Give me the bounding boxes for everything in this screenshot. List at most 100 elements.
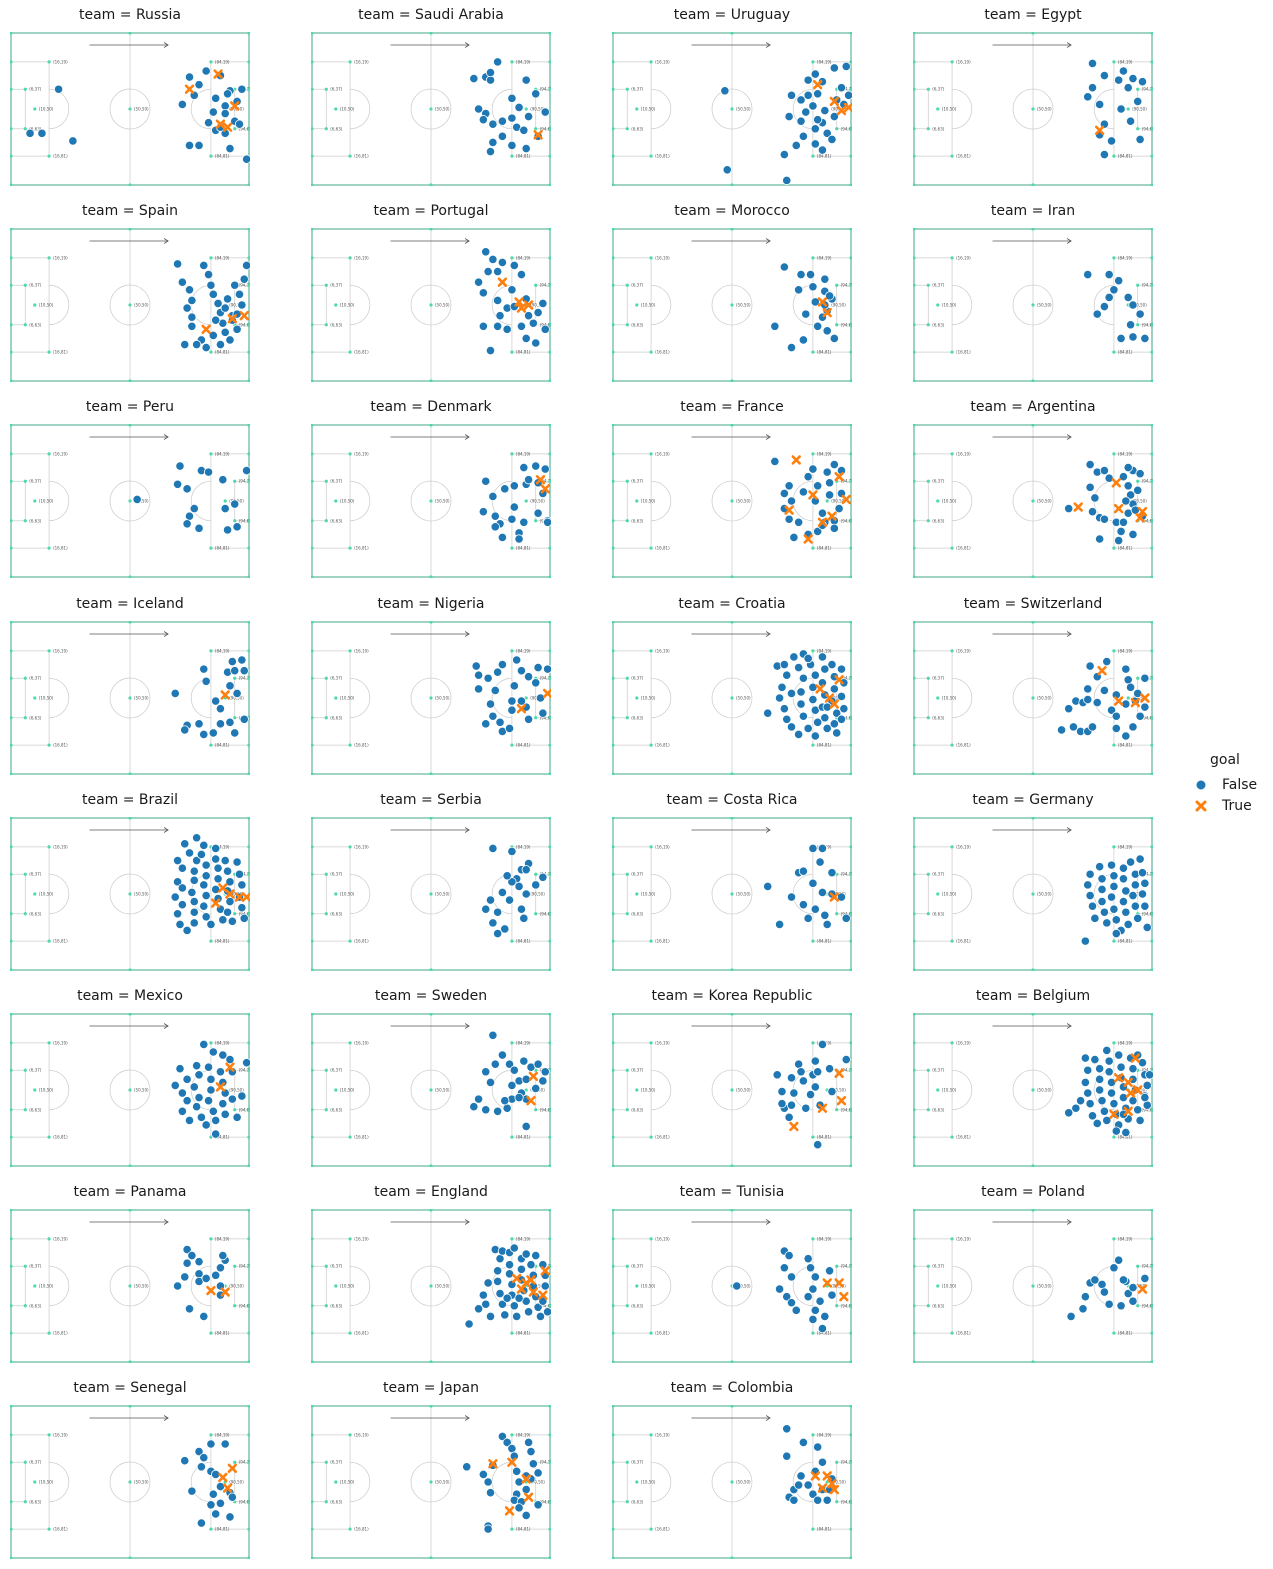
left-six-yard-box — [10, 677, 26, 719]
boundary-point — [849, 1209, 852, 1212]
shot-marker — [177, 277, 187, 287]
shot-marker — [813, 526, 823, 537]
reference-label: (16,19) — [655, 1236, 670, 1241]
shot-marker — [789, 1088, 799, 1098]
shot-marker — [201, 860, 211, 870]
reference-point — [334, 1480, 338, 1484]
reference-point — [1136, 87, 1140, 91]
reference-point — [334, 107, 338, 111]
boundary-point — [10, 1041, 13, 1045]
shot-marker — [182, 1258, 192, 1268]
reference-label: (6,37) — [631, 1460, 643, 1465]
shot-marker — [1085, 1099, 1095, 1109]
reference-label: (16,81) — [655, 1135, 670, 1140]
boundary-point — [247, 379, 250, 382]
boundary-point — [730, 772, 734, 775]
reference-label: (84,19) — [215, 59, 230, 64]
shot-marker — [523, 1307, 534, 1317]
shot-marker — [1128, 529, 1138, 540]
boundary-point — [612, 1433, 615, 1437]
shot-marker — [822, 919, 832, 930]
shot-marker — [1087, 901, 1098, 911]
shot-goal-marker — [1113, 696, 1124, 706]
shot-marker — [543, 1307, 551, 1317]
reference-label: (84,81) — [516, 1331, 531, 1336]
centre-circle — [711, 1069, 753, 1111]
reference-label: (6,37) — [932, 676, 944, 681]
reference-point — [1031, 499, 1035, 503]
shot-marker — [175, 461, 185, 471]
facet-panel: team = Argentina (16,19) (6,37) (10,50) (6,6… — [913, 398, 1153, 588]
reference-label: (84,19) — [215, 648, 230, 653]
shot-marker — [242, 466, 250, 476]
reference-label: (84,81) — [516, 939, 531, 944]
shot-marker — [1116, 526, 1126, 537]
boundary-point — [1150, 968, 1153, 971]
reference-point — [649, 1433, 653, 1437]
reference-point — [625, 1500, 629, 1504]
boundary-point — [913, 379, 916, 382]
shot-marker — [25, 128, 35, 138]
reference-point — [625, 872, 629, 876]
shot-marker — [514, 534, 524, 544]
shot-marker — [803, 472, 813, 482]
boundary-point — [311, 1013, 314, 1016]
boundary-point — [128, 1209, 132, 1212]
reference-point — [324, 479, 328, 483]
boundary-point — [1150, 183, 1153, 186]
shot-marker — [540, 324, 550, 334]
shot-marker — [827, 659, 837, 670]
direction-arrow-head — [464, 827, 470, 833]
shot-marker — [722, 165, 732, 175]
reference-point — [510, 546, 514, 550]
shot-marker — [798, 335, 808, 345]
reference-point — [1031, 107, 1035, 111]
centre-circle — [1012, 284, 1054, 326]
shot-marker — [1118, 66, 1129, 76]
centre-circle — [109, 1265, 151, 1307]
reference-point — [324, 87, 328, 91]
shot-marker — [507, 696, 517, 706]
direction-arrow-head — [765, 1219, 771, 1225]
shot-marker — [225, 1512, 235, 1522]
reference-point — [811, 1135, 815, 1139]
boundary-point — [1031, 772, 1035, 775]
shot-marker — [481, 1067, 491, 1077]
shot-marker — [1123, 292, 1133, 303]
shot-marker — [1085, 890, 1095, 901]
boundary-point — [128, 228, 132, 231]
shot-marker — [227, 916, 237, 926]
direction-arrow-head — [163, 238, 169, 244]
boundary-point — [247, 424, 250, 427]
shot-marker — [1145, 1070, 1153, 1080]
right-penalty-arc — [792, 480, 813, 522]
left-six-yard-box — [612, 88, 628, 130]
boundary-point — [1150, 1304, 1153, 1308]
shot-marker — [784, 1250, 794, 1261]
shot-marker — [521, 865, 531, 875]
shot-marker — [1109, 904, 1119, 914]
boundary-point — [612, 1527, 615, 1531]
reference-label: (16,81) — [956, 350, 971, 355]
shot-marker — [225, 335, 235, 345]
reference-point — [649, 350, 653, 354]
boundary-point — [548, 1460, 551, 1464]
facet-panel: team = Japan (16,19) (6,37) (10,50) (6,63) (1… — [311, 1379, 551, 1569]
boundary-point — [1150, 154, 1153, 158]
left-penalty-arc — [952, 284, 973, 326]
pitch-svg: (16,19)(6,37)(10,50)(6,63)(16,81)(50,50)… — [913, 424, 1153, 578]
shot-marker — [1128, 890, 1138, 901]
reference-point — [811, 1041, 815, 1045]
shot-marker — [1097, 897, 1107, 907]
reference-point — [950, 154, 954, 158]
shot-marker — [201, 890, 211, 901]
boundary-point — [247, 621, 250, 624]
reference-point — [209, 743, 213, 747]
shot-marker — [206, 1074, 216, 1084]
boundary-point — [10, 1527, 13, 1531]
shot-marker — [180, 1456, 190, 1466]
reference-label: (50,50) — [435, 1284, 450, 1289]
reference-point — [510, 154, 514, 158]
reference-label: (16,19) — [53, 648, 68, 653]
reference-label: (6,63) — [631, 322, 643, 327]
